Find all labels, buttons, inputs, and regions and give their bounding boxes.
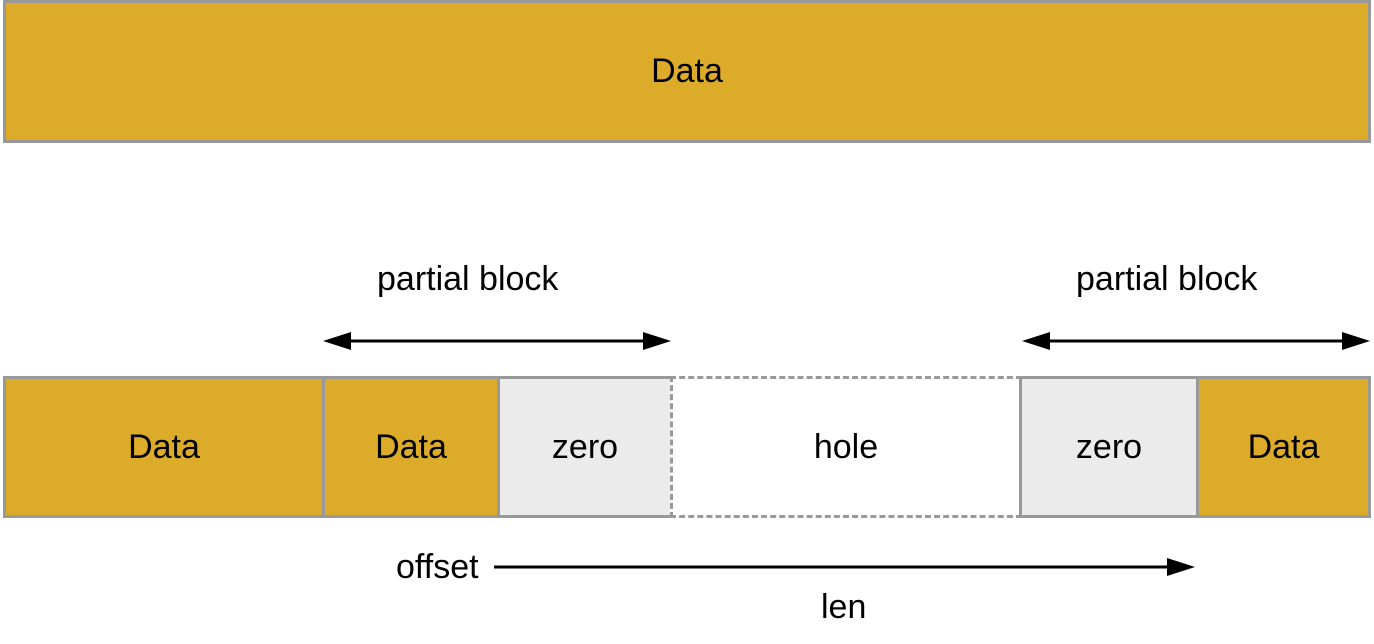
data-segment-1: Data — [3, 376, 325, 518]
data-segment-2-label: Data — [375, 427, 447, 466]
data-segment-2: Data — [322, 376, 500, 518]
zero-segment-2-label: zero — [1075, 427, 1143, 466]
partial-block-left-arrow — [323, 332, 671, 350]
top-data-label: Data — [651, 52, 723, 90]
partial-block-right-arrow — [1022, 332, 1370, 350]
data-segment-3-label: Data — [1247, 427, 1320, 466]
zero-segment-1: zero — [497, 376, 673, 518]
partial-block-right-label: partial block — [1076, 260, 1258, 298]
data-segment-1-label: Data — [128, 427, 200, 466]
hole-segment-label: hole — [813, 427, 879, 466]
top-data-bar: Data — [3, 0, 1371, 143]
length-arrow — [494, 558, 1195, 576]
partial-block-left-label: partial block — [377, 260, 559, 298]
len-label: len — [821, 588, 867, 626]
offset-label: offset — [396, 548, 479, 586]
data-segment-3: Data — [1196, 376, 1371, 518]
zero-segment-2: zero — [1019, 376, 1199, 518]
zero-segment-1-label: zero — [551, 427, 619, 466]
